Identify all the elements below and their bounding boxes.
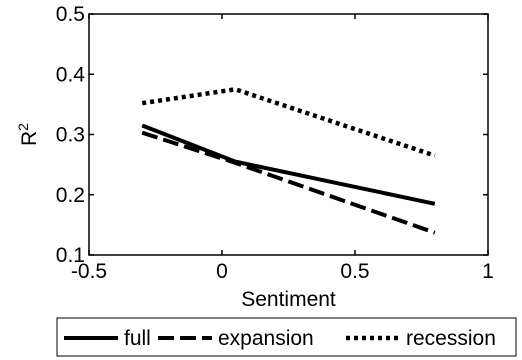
y-tick-label: 0.4 (56, 63, 86, 86)
y-axis-label-main: R (18, 131, 41, 146)
x-tick-label: 1 (482, 260, 494, 283)
legend-label-full: full (124, 327, 151, 350)
y-tick-label: 0.3 (56, 124, 85, 147)
y-axis-label: R2 (15, 123, 41, 146)
y-tick-label: 0.5 (56, 3, 85, 26)
y-axis-label-group: R2 (15, 123, 41, 146)
y-tick-label: 0.1 (56, 244, 85, 267)
series-line-recession (141, 87, 436, 158)
legend-box (56, 317, 517, 357)
legend-label-expansion: expansion (218, 327, 314, 350)
legend: full expansion recession (56, 317, 517, 357)
y-tick-label: 0.2 (56, 184, 85, 207)
series-layer (141, 87, 436, 235)
x-axis-label: Sentiment (241, 288, 336, 311)
y-axis-label-superscript: 2 (15, 123, 31, 131)
legend-label-recession: recession (406, 327, 496, 350)
series-line-full (141, 123, 436, 206)
ticks-layer: -0.5 0 0.5 1 0.1 0.2 0.3 0.4 0.5 (56, 3, 494, 283)
x-tick-label: -0.5 (71, 260, 107, 283)
x-tick-label: 0.5 (340, 260, 369, 283)
x-tick-label: 0 (216, 260, 228, 283)
series-line-expansion (141, 130, 436, 235)
